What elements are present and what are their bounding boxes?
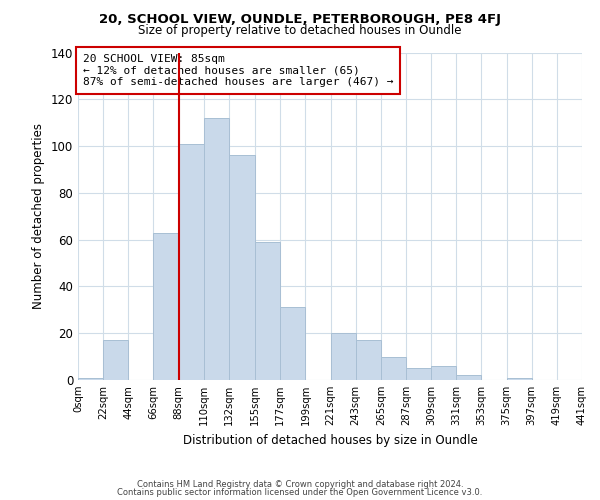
Bar bbox=[506, 378, 532, 380]
Bar bbox=[103, 340, 128, 380]
Y-axis label: Number of detached properties: Number of detached properties bbox=[32, 123, 45, 309]
Bar bbox=[78, 378, 103, 380]
Text: Contains public sector information licensed under the Open Government Licence v3: Contains public sector information licen… bbox=[118, 488, 482, 497]
Bar bbox=[204, 118, 229, 380]
Bar bbox=[229, 156, 255, 380]
Text: 20, SCHOOL VIEW, OUNDLE, PETERBOROUGH, PE8 4FJ: 20, SCHOOL VIEW, OUNDLE, PETERBOROUGH, P… bbox=[99, 12, 501, 26]
Bar bbox=[406, 368, 431, 380]
Bar bbox=[381, 356, 406, 380]
Text: Contains HM Land Registry data © Crown copyright and database right 2024.: Contains HM Land Registry data © Crown c… bbox=[137, 480, 463, 489]
Text: 20 SCHOOL VIEW: 85sqm
← 12% of detached houses are smaller (65)
87% of semi-deta: 20 SCHOOL VIEW: 85sqm ← 12% of detached … bbox=[83, 54, 394, 88]
Bar bbox=[280, 308, 305, 380]
Bar bbox=[356, 340, 381, 380]
Bar bbox=[431, 366, 456, 380]
Bar bbox=[255, 242, 280, 380]
Bar bbox=[331, 333, 356, 380]
Bar bbox=[456, 376, 481, 380]
Bar bbox=[154, 232, 179, 380]
X-axis label: Distribution of detached houses by size in Oundle: Distribution of detached houses by size … bbox=[182, 434, 478, 446]
Text: Size of property relative to detached houses in Oundle: Size of property relative to detached ho… bbox=[138, 24, 462, 37]
Bar bbox=[179, 144, 204, 380]
